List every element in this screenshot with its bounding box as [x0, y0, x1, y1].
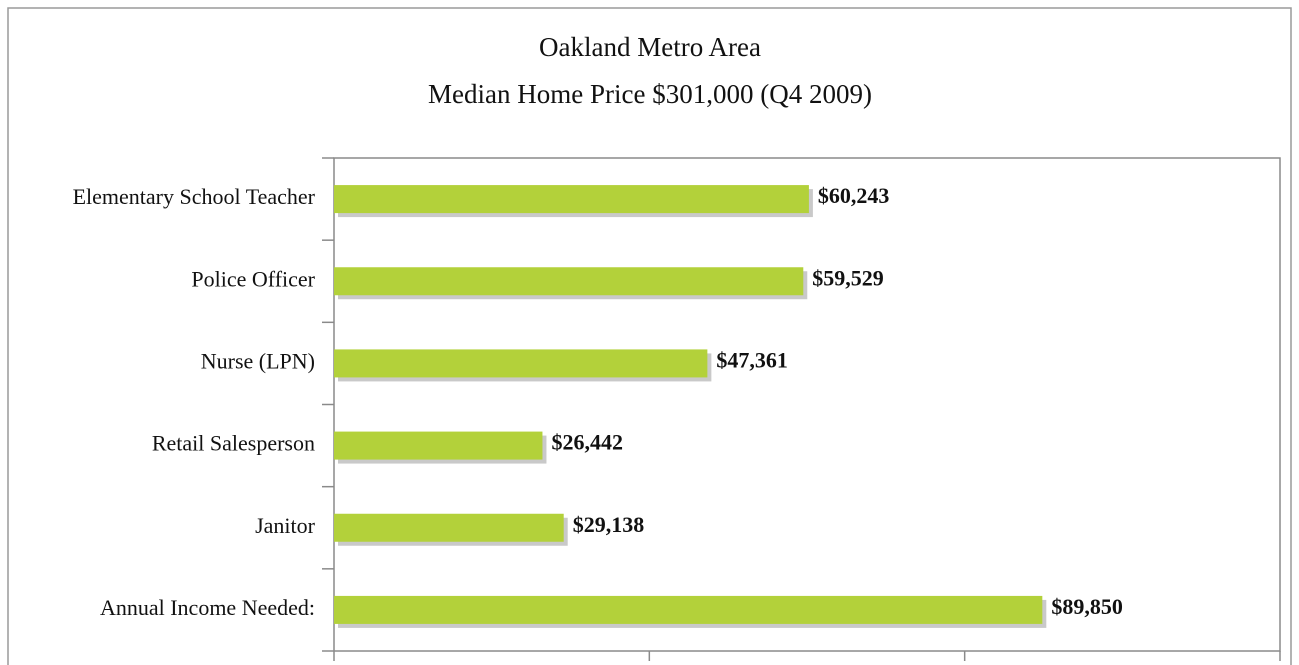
plot-frame — [333, 157, 1281, 652]
bar — [334, 595, 1043, 624]
value-label: $89,850 — [1051, 594, 1123, 619]
y-tick-label: Janitor — [255, 513, 316, 538]
y-tick-label: Nurse (LPN) — [201, 348, 315, 373]
bar — [334, 267, 804, 296]
chart-border — [7, 7, 1292, 665]
value-label: $26,442 — [551, 430, 623, 455]
y-tick-label: Elementary School Teacher — [73, 184, 316, 209]
bar — [334, 431, 543, 460]
y-tick-label: Retail Salesperson — [152, 431, 315, 456]
value-label: $60,243 — [818, 183, 890, 208]
bar — [334, 185, 809, 214]
y-tick-label: Annual Income Needed: — [100, 595, 315, 620]
chart-title: Oakland Metro Area — [539, 32, 761, 62]
y-tick-label: Police Officer — [191, 266, 315, 291]
bar — [334, 349, 708, 378]
value-label: $47,361 — [716, 347, 788, 372]
value-label: $59,529 — [812, 265, 884, 290]
bar — [334, 513, 564, 542]
value-label: $29,138 — [573, 512, 645, 537]
chart-subtitle: Median Home Price $301,000 (Q4 2009) — [428, 79, 872, 109]
